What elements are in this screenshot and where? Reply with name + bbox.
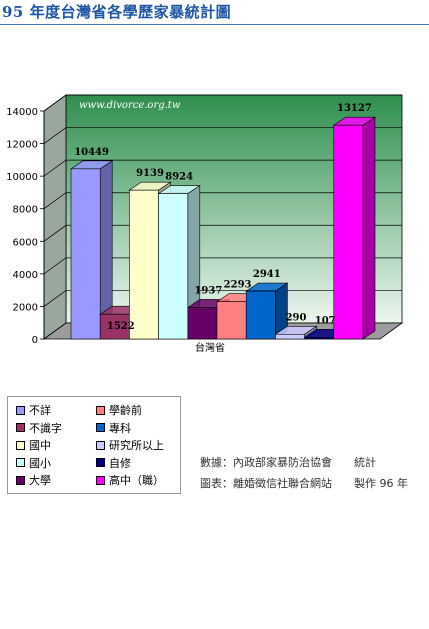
- legend-label: 專科: [109, 421, 131, 435]
- bar-不詳: [70, 160, 114, 340]
- gridline: [43, 290, 402, 307]
- legend-item: 專科: [96, 421, 131, 435]
- y-tick-label: 10000: [6, 172, 38, 183]
- legend-label: 不識字: [29, 421, 62, 435]
- data-label: 13127: [337, 103, 372, 114]
- gridline: [43, 224, 402, 242]
- gridline: [43, 94, 402, 112]
- bar-front-face: [158, 193, 189, 340]
- legend-label: 自修: [109, 456, 131, 470]
- legend-swatch: [16, 440, 25, 450]
- bar-front-face: [304, 336, 335, 340]
- y-tick-label: 6000: [13, 237, 38, 248]
- legend-swatch: [96, 405, 105, 415]
- legend-item: 研究所以上: [96, 438, 164, 452]
- y-tick-label: 14000: [6, 107, 38, 118]
- legend-swatch: [16, 475, 25, 485]
- bar-國小: [157, 185, 201, 340]
- legend-swatch: [16, 405, 25, 415]
- legend-swatch: [16, 458, 25, 467]
- legend-item: 不識字: [16, 421, 62, 435]
- legend-item: 學齡前: [96, 403, 142, 417]
- legend-label: 不詳: [29, 404, 51, 417]
- legend-item: 自修: [96, 456, 131, 470]
- data-label: 2941: [253, 269, 281, 280]
- legend-item: 國小: [16, 456, 51, 470]
- y-tick-label: 2000: [13, 302, 38, 313]
- legend-label: 國中: [29, 439, 51, 452]
- bar-side-shade: [187, 185, 200, 339]
- legend-item: 國中: [16, 438, 51, 452]
- legend-swatch: [16, 423, 25, 432]
- bar-front-face: [245, 290, 276, 340]
- bar-高中（職）: [332, 116, 376, 340]
- gridline: [43, 257, 402, 275]
- gridlines: [43, 94, 402, 307]
- data-label: 290: [286, 312, 307, 323]
- bar-front-face: [129, 189, 159, 340]
- gridline: [43, 159, 402, 177]
- bar-front-face: [187, 307, 218, 340]
- page-title: 95 年度台灣省各學歷家暴統計圖: [2, 3, 232, 21]
- bar-chart: 0 2000 4000 6000 8000 10000 12000 14000 10449 15…: [6, 94, 404, 354]
- gridline: [43, 127, 402, 144]
- bar-front-face: [275, 333, 305, 340]
- bar-專科: [245, 282, 289, 340]
- side-wall: [43, 94, 67, 340]
- legend-label: 學齡前: [109, 404, 142, 417]
- y-tick-label: 8000: [13, 205, 38, 216]
- legend-item: 高中（職）: [96, 473, 164, 487]
- bar-side-shade: [275, 283, 288, 339]
- bar-side-shade: [363, 117, 375, 339]
- title-divider: [0, 24, 429, 25]
- y-tick-label: 12000: [6, 140, 38, 151]
- y-tick-label: 0: [32, 335, 38, 346]
- legend-label: 國小: [29, 456, 51, 470]
- legend: 不詳 學齡前不識字 專科國中 研究所以上國小 自修大學 高中（職）: [7, 396, 181, 494]
- legend-item: 大學: [16, 473, 51, 487]
- credit-note: 圖表：離婚徵信社聯合網站 製作 96 年: [200, 477, 408, 490]
- bar-front-face: [70, 168, 101, 340]
- watermark-text: www.divorce.org.tw: [79, 100, 181, 111]
- data-label: 9139: [136, 168, 164, 179]
- legend-label: 高中（職）: [109, 474, 164, 487]
- bar-front-face: [333, 124, 364, 340]
- legend-label: 研究所以上: [109, 439, 164, 452]
- legend-label: 大學: [29, 474, 51, 487]
- gridline: [43, 192, 402, 209]
- bar-front-face: [216, 301, 247, 340]
- legend-swatch: [96, 475, 105, 485]
- y-axis: 0 2000 4000 6000 8000 10000 12000 14000: [6, 107, 45, 346]
- y-tick-label: 4000: [13, 270, 38, 281]
- bars: [70, 116, 376, 340]
- legend-swatch: [96, 458, 105, 467]
- legend-swatch: [96, 440, 105, 450]
- data-label: 107: [315, 315, 336, 326]
- legend-item: 不詳: [16, 403, 51, 417]
- data-label: 1937: [194, 285, 222, 296]
- data-label: 10449: [74, 147, 109, 158]
- data-label: 8924: [165, 172, 193, 183]
- bar-side-shade: [100, 160, 113, 339]
- data-label: 2293: [224, 280, 252, 291]
- data-label: 1522: [107, 321, 135, 332]
- x-tick-label: 台灣省: [195, 341, 225, 354]
- legend-swatch: [96, 423, 105, 432]
- source-note: 數據：內政部家暴防治協會 統計: [200, 456, 376, 469]
